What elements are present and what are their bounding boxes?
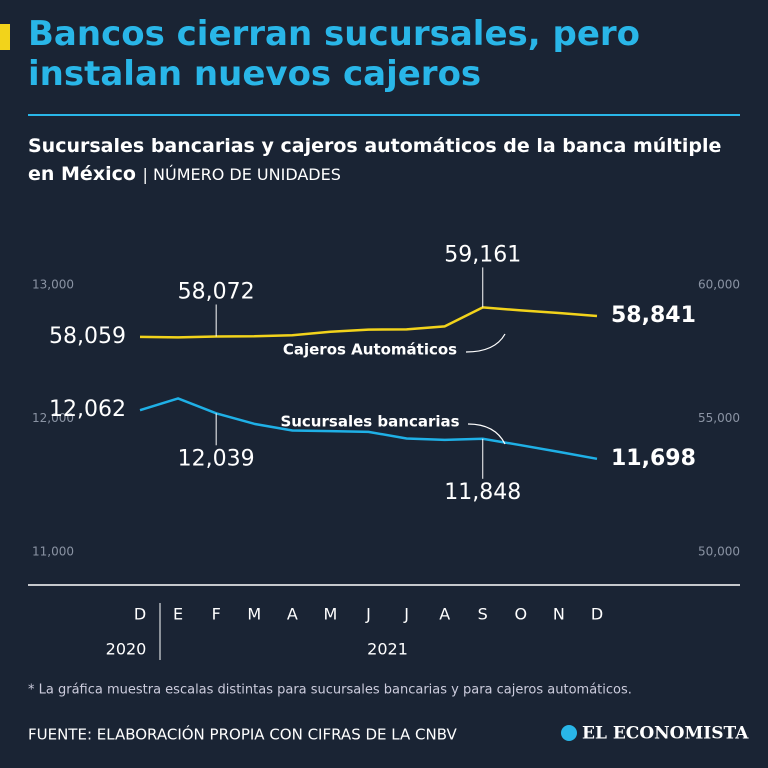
x-tick-label: J [365, 605, 371, 624]
footnote: * La gráfica muestra escalas distintas p… [28, 683, 632, 698]
subtitle-box: Sucursales bancarias y cajeros automátic… [28, 132, 748, 189]
series-arrow [465, 333, 506, 353]
value-label: 12,062 [49, 397, 126, 422]
x-tick-label: D [134, 605, 146, 624]
x-tick-label: J [403, 605, 409, 624]
year-label: 2020 [106, 640, 147, 659]
value-label: 11,848 [444, 480, 521, 505]
brand: EL ECONOMISTA [582, 724, 749, 744]
title-marker [0, 24, 10, 50]
y-tick-label: 13,000 [32, 278, 74, 292]
chart-title: Bancos cierran sucursales, pero instalan… [28, 14, 641, 94]
value-label: 59,161 [444, 242, 521, 267]
y2-tick-label: 50,000 [698, 545, 740, 559]
series-line [139, 397, 598, 461]
x-tick-label: E [173, 605, 183, 624]
y2-tick-label: 55,000 [698, 411, 740, 425]
x-tick-label: F [212, 605, 221, 624]
value-label: 11,698 [611, 446, 696, 471]
x-tick-label: S [478, 605, 488, 624]
x-tick-label: D [591, 605, 603, 624]
x-tick-label: N [553, 605, 565, 624]
subtitle: Sucursales bancarias y cajeros automátic… [28, 135, 722, 185]
x-tick-label: M [247, 605, 261, 624]
brand-logo [561, 725, 577, 741]
x-tick-label: A [287, 605, 298, 624]
value-label: 12,039 [178, 446, 255, 471]
x-tick-label: M [324, 605, 338, 624]
x-tick-label: O [515, 605, 528, 624]
value-label: 58,841 [611, 303, 696, 328]
y-tick-label: 11,000 [32, 545, 74, 559]
y-tick-label: 12,000 [32, 411, 74, 425]
y2-tick-label: 60,000 [698, 278, 740, 292]
series-label: Cajeros Automáticos [283, 341, 457, 359]
series-arrow [467, 423, 506, 445]
subtitle-line: Sucursales bancarias y cajeros automátic… [28, 132, 748, 189]
units: | NÚMERO DE UNIDADES [142, 165, 341, 184]
value-label: 58,059 [49, 324, 126, 349]
value-label: 58,072 [178, 279, 255, 304]
title-box: Bancos cierran sucursales, pero instalan… [28, 14, 641, 94]
year-label: 2021 [367, 640, 408, 659]
series-label: Sucursales bancarias [280, 413, 459, 431]
units-text: NÚMERO DE UNIDADES [153, 165, 341, 184]
series-line [139, 306, 598, 339]
x-tick-label: A [439, 605, 450, 624]
source: FUENTE: ELABORACIÓN PROPIA CON CIFRAS DE… [28, 725, 458, 744]
